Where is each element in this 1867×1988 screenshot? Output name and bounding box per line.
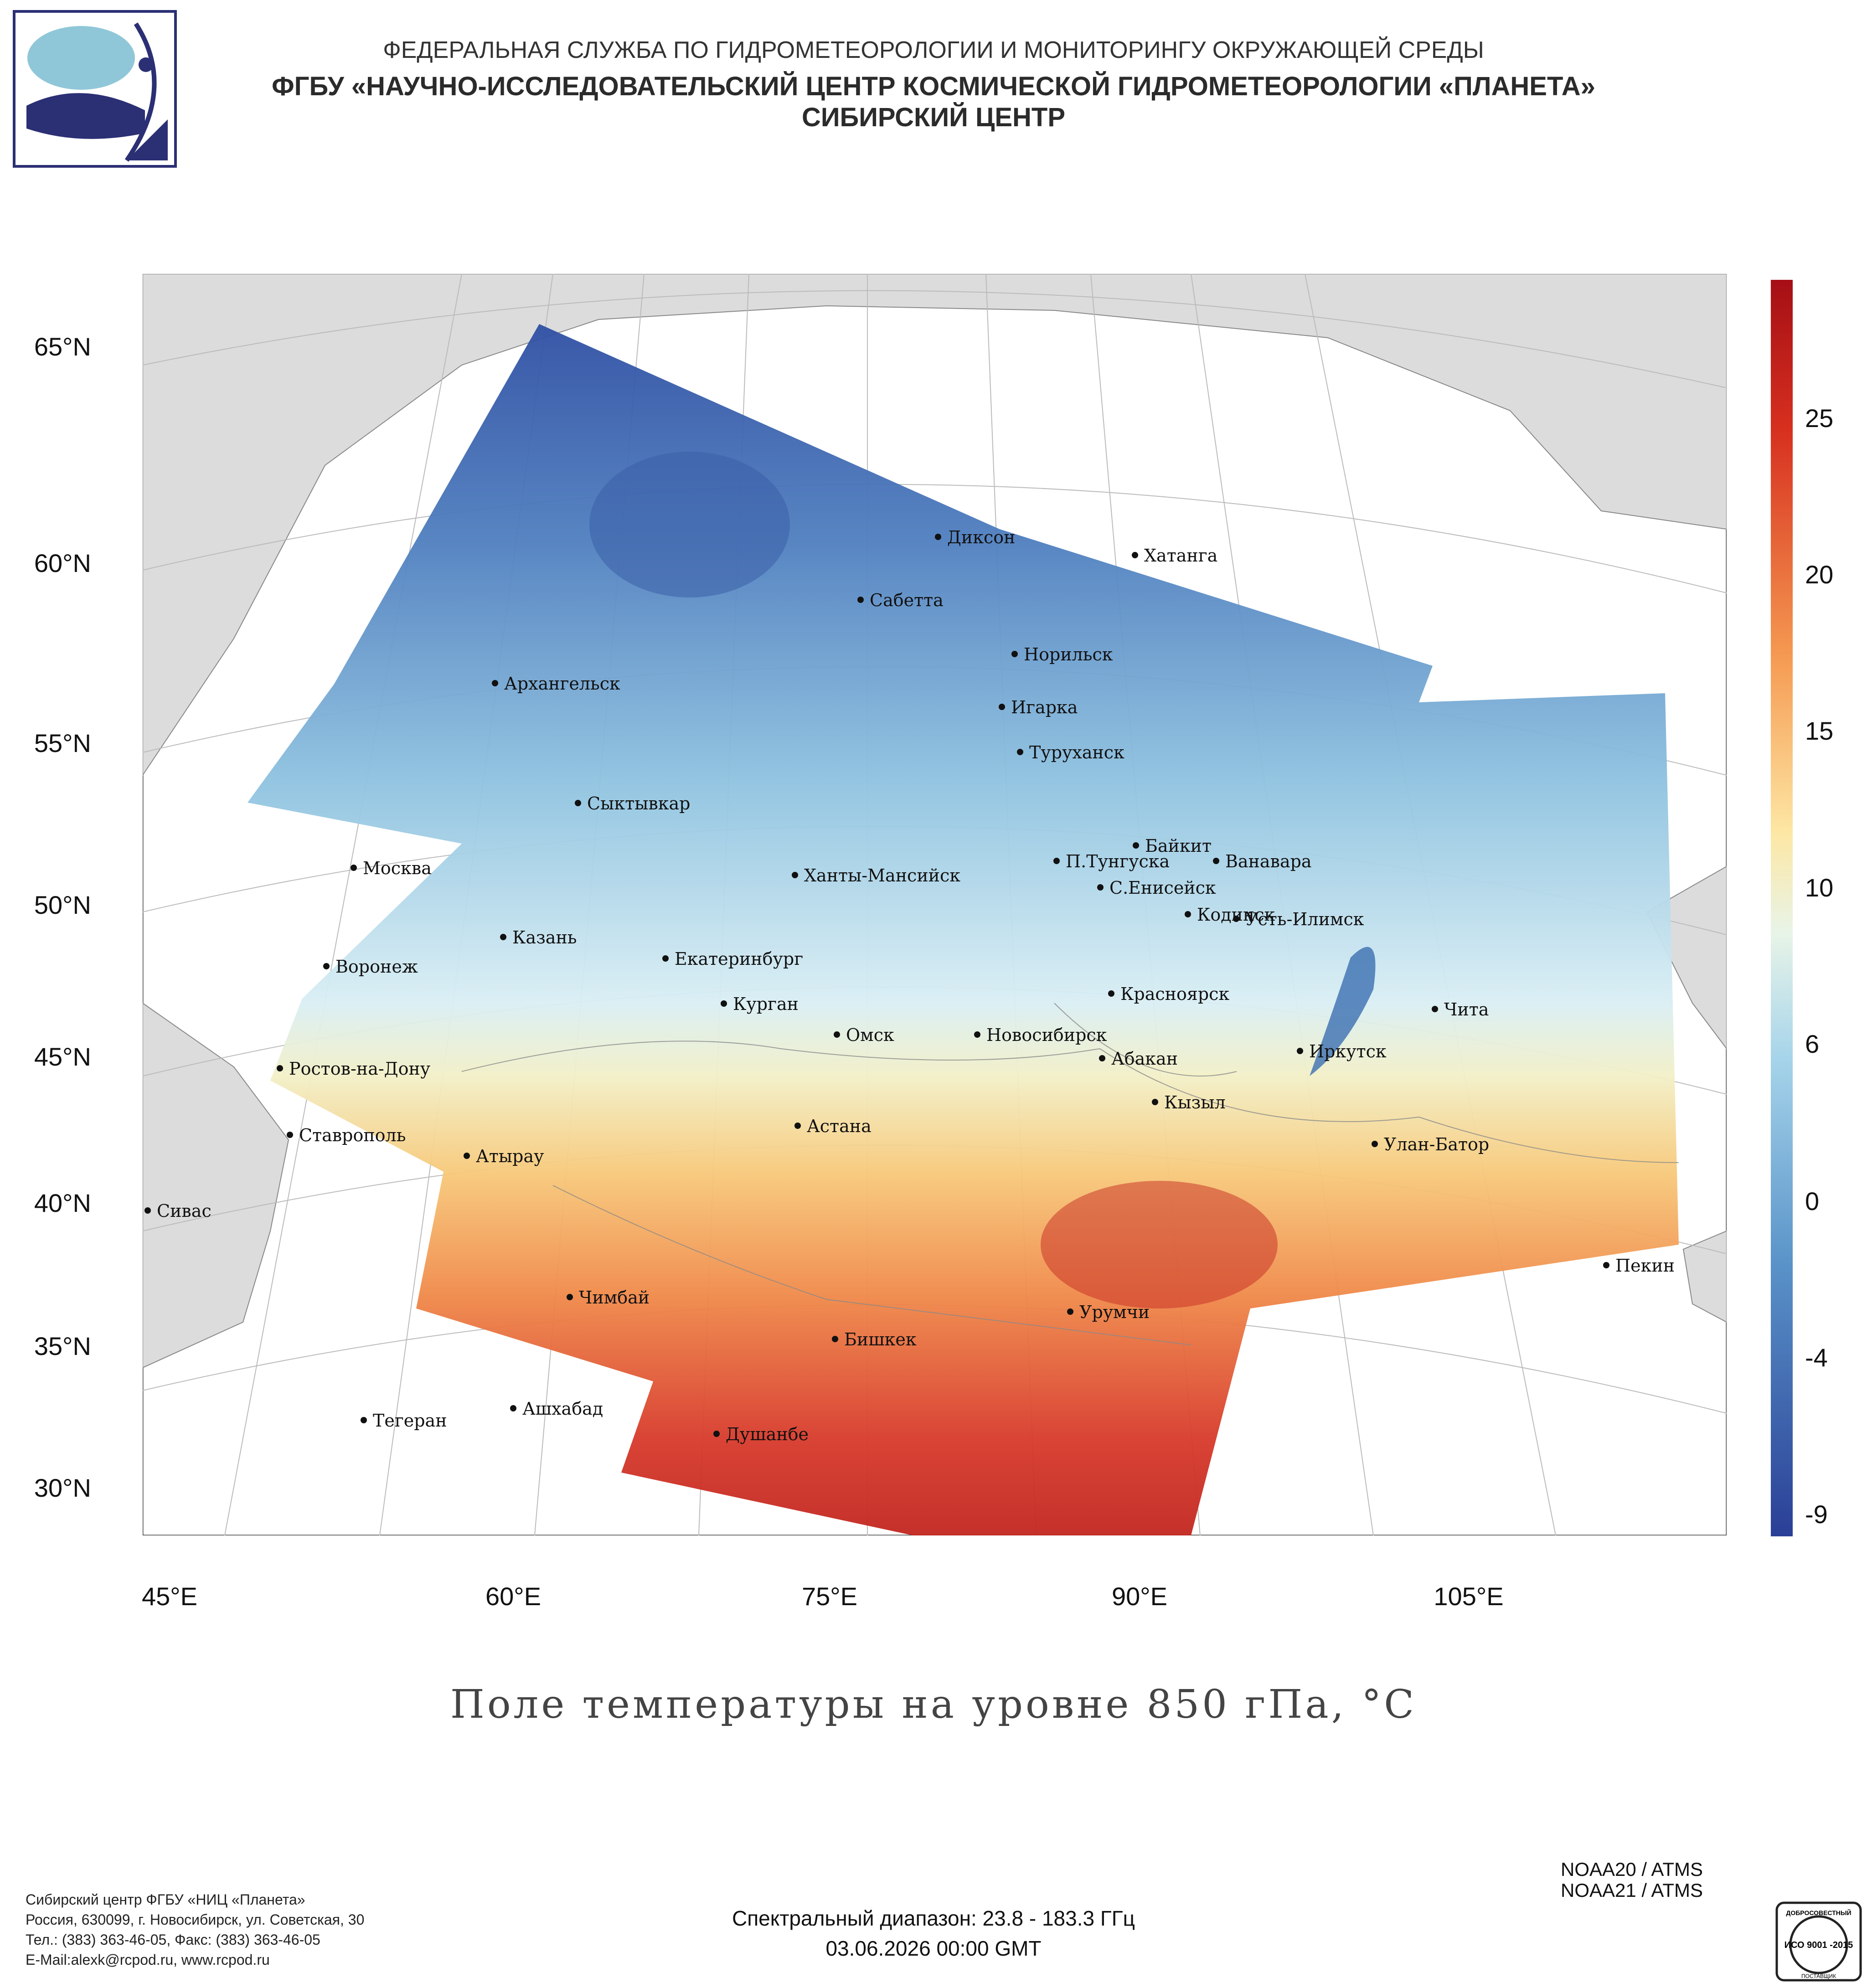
colorbar-tick-10: 10 [1805, 873, 1834, 902]
map-title: Поле температуры на уровне 850 гПа, °C [450, 1682, 1417, 1727]
iso-mid-text: ИСО 9001 -2015 [1784, 1940, 1853, 1950]
colorbar-tick-25: 25 [1805, 404, 1834, 433]
footer-email: E-Mail:alexk@rcpod.ru, www.rcpod.ru [26, 1952, 270, 1968]
lat-label-30n: 30°N [34, 1473, 91, 1502]
colorbar-tick-minus4: -4 [1805, 1343, 1828, 1372]
lon-label-60e: 60°E [485, 1582, 542, 1611]
datetime: 03.06.2026 00:00 GMT [825, 1936, 1042, 1960]
lat-label-35n: 35°N [34, 1332, 91, 1360]
lat-label-45n: 45°N [34, 1042, 91, 1071]
temperature-map [143, 274, 1727, 1535]
header-center: СИБИРСКИЙ ЦЕНТР [801, 103, 1066, 132]
iso-top-text: ДОБРОСОВЕСТНЫЙ [1786, 1909, 1851, 1916]
colorbar-tick-6: 6 [1805, 1030, 1820, 1058]
lat-label-60n: 60°N [34, 549, 91, 577]
lat-label-50n: 50°N [34, 891, 91, 919]
footer-phone: Тел.: (383) 363-46-05, Факс: (383) 363-4… [26, 1931, 320, 1948]
colorbar-tick-0: 0 [1805, 1187, 1820, 1215]
header-organization: ФГБУ «НАУЧНО-ИССЛЕДОВАТЕЛЬСКИЙ ЦЕНТР КОС… [272, 72, 1595, 101]
footer-org: Сибирский центр ФГБУ «НИЦ «Планета» [26, 1891, 305, 1908]
header-agency: ФЕДЕРАЛЬНАЯ СЛУЖБА ПО ГИДРОМЕТЕОРОЛОГИИ … [383, 37, 1484, 63]
lat-label-55n: 55°N [34, 729, 91, 757]
lat-label-65n: 65°N [34, 332, 91, 361]
lon-label-90e: 90°E [1111, 1582, 1168, 1611]
lat-label-40n: 40°N [34, 1189, 91, 1217]
satellite-2: NOAA21 / ATMS [1561, 1880, 1703, 1901]
spectral-range: Спектральный диапазон: 23.8 - 183.3 ГГц [732, 1906, 1135, 1930]
planeta-logo-icon [13, 10, 177, 168]
iso-bottom-text: ПОСТАВЩИК [1801, 1973, 1836, 1979]
lon-label-75e: 75°E [801, 1582, 858, 1611]
footer-address: Россия, 630099, г. Новосибирск, ул. Сове… [26, 1911, 365, 1928]
lon-label-45e: 45°E [141, 1582, 198, 1611]
colorbar-tick-15: 15 [1805, 716, 1834, 745]
colorbar-tick-minus9: -9 [1805, 1500, 1828, 1529]
lon-label-105e: 105°E [1434, 1582, 1504, 1611]
colorbar-tick-20: 20 [1805, 560, 1834, 589]
temperature-colorbar [1771, 280, 1793, 1536]
iso-badge-icon: ДОБРОСОВЕСТНЫЙ ИСО 9001 -2015 ПОСТАВЩИК [1775, 1901, 1862, 1982]
satellite-1: NOAA20 / ATMS [1561, 1859, 1703, 1880]
